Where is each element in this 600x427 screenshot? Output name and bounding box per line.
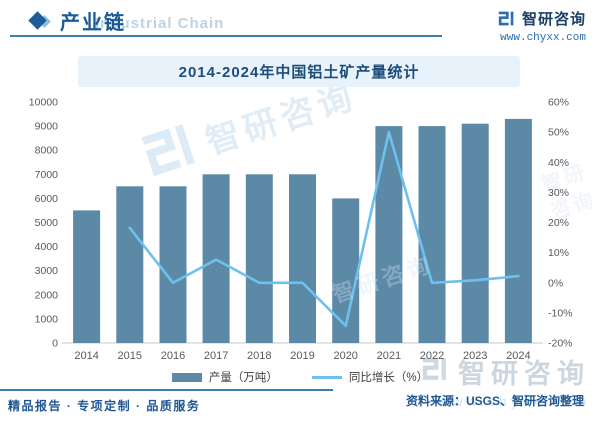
data-source: 资料来源：USGS、智研咨询整理: [405, 394, 584, 408]
legend-line-swatch: [311, 375, 342, 379]
legend-item-production: 产量（万吨）: [171, 369, 278, 385]
legend-label: 产量（万吨）: [208, 372, 278, 384]
x-axis-label: 2016: [161, 350, 185, 362]
right-axis-tick: 0%: [548, 277, 563, 289]
bar-2018: [245, 174, 273, 343]
right-axis-tick: -20%: [548, 338, 573, 350]
chart-legend: 产量（万吨） 同比增长（%）: [0, 369, 600, 385]
x-axis-label: 2018: [247, 350, 271, 362]
left-axis-tick: 2000: [35, 289, 59, 301]
bar-2022: [418, 126, 446, 343]
legend-label: 同比增长（%）: [348, 372, 429, 384]
x-axis-label: 2024: [506, 350, 530, 362]
left-axis-tick: 5000: [35, 217, 59, 229]
left-axis-tick: 6000: [35, 193, 59, 205]
left-axis-tick: 10000: [29, 97, 58, 109]
left-axis-tick: 8000: [35, 145, 59, 157]
bar-2019: [289, 174, 316, 343]
left-axis-tick: 3000: [35, 265, 59, 277]
zhiyan-logo: 智研咨询 www.chyxx.com: [497, 8, 586, 44]
x-axis-label: 2020: [333, 350, 357, 362]
x-axis-label: 2017: [204, 350, 228, 362]
bar-2015: [116, 186, 144, 343]
x-axis-label: 2021: [377, 350, 401, 362]
x-axis-label: 2022: [420, 350, 444, 362]
left-axis-tick: 7000: [35, 169, 59, 181]
left-axis-tick: 0: [52, 338, 58, 350]
section-header: 产业链: [28, 6, 126, 35]
chart-title: 2014-2024年中国铝土矿产量统计: [178, 64, 420, 81]
legend-bar-swatch: [171, 372, 202, 382]
logo-name: 智研咨询: [521, 11, 586, 28]
diamond-bullet-icon: [28, 10, 51, 31]
right-axis-tick: 60%: [548, 97, 569, 109]
right-axis-tick: 50%: [548, 127, 569, 139]
left-axis-tick: 9000: [35, 121, 59, 133]
left-axis-tick: 1000: [35, 313, 59, 325]
footer-divider: [0, 389, 333, 391]
bar-2021: [375, 126, 403, 343]
x-axis-label: 2014: [74, 350, 98, 362]
header-watermark-text: Industrial Chain: [95, 15, 225, 32]
legend-item-growth: 同比增长（%）: [311, 369, 429, 385]
bar-2023: [461, 123, 489, 343]
section-title: 产业链: [60, 12, 126, 34]
right-axis-tick: 10%: [548, 247, 569, 259]
zhiyan-logo-icon: [497, 9, 516, 28]
left-axis-tick: 4000: [35, 241, 59, 253]
bar-2016: [159, 186, 187, 343]
right-axis-tick: 20%: [548, 217, 569, 229]
x-axis-label: 2023: [463, 350, 487, 362]
x-axis-label: 2015: [118, 350, 142, 362]
right-axis-tick: 40%: [548, 157, 569, 169]
chart-plot: 0 1000 2000 3000 4000 5000 6000 7000 8000 9000 100…: [29, 97, 573, 363]
bar-2020: [332, 198, 360, 343]
bar-2024: [504, 118, 532, 344]
logo-url: www.chyxx.com: [500, 32, 586, 44]
growth-line: [128, 130, 520, 328]
services-tagline: 精品报告 · 专项定制 · 品质服务: [8, 399, 201, 413]
header-divider: [10, 35, 442, 37]
chart-title-banner: 2014-2024年中国铝土矿产量统计: [78, 56, 520, 87]
bar-2014: [73, 210, 101, 343]
x-axis-label: 2019: [290, 350, 314, 362]
right-axis-tick: -10%: [548, 307, 573, 319]
right-axis-tick: 30%: [548, 187, 569, 199]
